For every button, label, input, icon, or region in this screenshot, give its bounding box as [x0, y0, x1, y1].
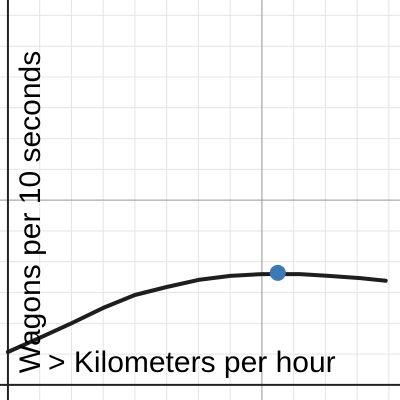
point — [269, 264, 286, 281]
x-axis-label: > Kilometers per hour — [48, 346, 336, 379]
plot — [5, 264, 388, 354]
curve — [5, 272, 388, 354]
y-axis-label: Wagons per 10 seconds — [14, 51, 47, 373]
